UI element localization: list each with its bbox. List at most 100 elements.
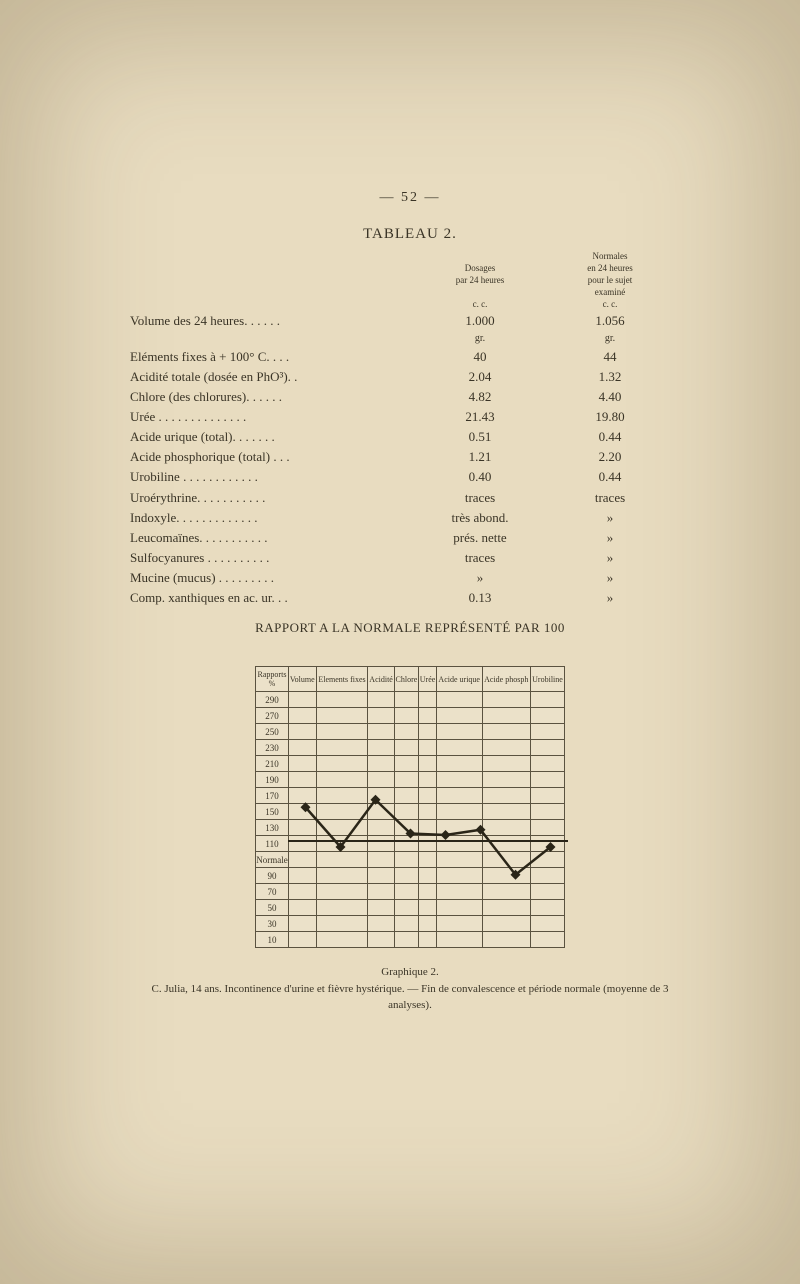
chart-cell: [316, 740, 368, 756]
chart-cell: [394, 708, 418, 724]
chart-cell: [316, 900, 368, 916]
chart-cell: [482, 708, 530, 724]
chart-cell: [419, 692, 437, 708]
chart-cell: [368, 820, 394, 836]
table-row: Chlore (des chlorures). . . . . .4.824.4…: [130, 387, 690, 407]
chart-cell: [394, 868, 418, 884]
footer-caption: Graphique 2.: [130, 966, 690, 978]
chart-cell: [482, 820, 530, 836]
row-value-1: 0.40: [415, 467, 545, 487]
chart-cell: [530, 884, 564, 900]
chart-cell: [436, 772, 482, 788]
chart-cell: [289, 740, 317, 756]
chart-cell: [316, 852, 368, 868]
chart-cell: [419, 884, 437, 900]
chart-cell: [482, 868, 530, 884]
row-value-1: traces: [415, 488, 545, 508]
table-row: Uroérythrine. . . . . . . . . . .tracest…: [130, 488, 690, 508]
row-value-2: 0.44: [545, 427, 675, 447]
chart-cell: [482, 804, 530, 820]
chart-cell: [482, 724, 530, 740]
row-value-1: 4.82: [415, 387, 545, 407]
chart-column-header: Rapports %: [256, 667, 289, 692]
chart-cell: [289, 916, 317, 932]
row-label: Volume des 24 heures. . . . . .: [130, 311, 415, 331]
chart-cell: [530, 852, 564, 868]
chart-cell: [419, 724, 437, 740]
chart-cell: [316, 756, 368, 772]
chart-cell: [289, 756, 317, 772]
table-row: Comp. xanthiques en ac. ur. . .0.13»: [130, 588, 690, 608]
row-label: Urée . . . . . . . . . . . . . .: [130, 407, 415, 427]
chart-y-label: 110: [256, 836, 289, 852]
col-header-1: [415, 251, 545, 261]
chart-cell: [482, 836, 530, 852]
chart-cell: [482, 900, 530, 916]
chart-cell: [316, 932, 368, 948]
chart-column-header: Volume: [289, 667, 317, 692]
chart-cell: [530, 708, 564, 724]
row-label: Urobiline . . . . . . . . . . . .: [130, 467, 415, 487]
chart-cell: [316, 868, 368, 884]
chart-y-label: 210: [256, 756, 289, 772]
chart-grid: Rapports %VolumeElements fixesAciditéChl…: [255, 666, 565, 948]
chart-column-header: Elements fixes: [316, 667, 368, 692]
table-row: Urobiline . . . . . . . . . . . .0.400.4…: [130, 467, 690, 487]
chart-cell: [419, 804, 437, 820]
chart-cell: [419, 916, 437, 932]
chart-cell: [436, 868, 482, 884]
table-row: gr.gr.: [130, 331, 690, 347]
chart-cell: [436, 932, 482, 948]
rapport-text: RAPPORT A LA NORMALE REPRÉSENTÉ PAR 100: [130, 620, 690, 636]
chart-cell: [394, 756, 418, 772]
row-value-2: »: [545, 568, 675, 588]
chart-cell: [419, 836, 437, 852]
table-row: Mucine (mucus) . . . . . . . . .»»: [130, 568, 690, 588]
chart-cell: [419, 788, 437, 804]
chart-y-label: 90: [256, 868, 289, 884]
chart-cell: [482, 740, 530, 756]
chart-cell: [289, 884, 317, 900]
row-value-1: »: [415, 568, 545, 588]
chart-container: Rapports %VolumeElements fixesAciditéChl…: [255, 666, 565, 948]
row-value-1: 0.51: [415, 427, 545, 447]
chart-y-label: 30: [256, 916, 289, 932]
row-value-1: 1.000: [415, 311, 545, 331]
chart-cell: [419, 708, 437, 724]
chart-cell: [368, 916, 394, 932]
chart-column-header: Urobiline: [530, 667, 564, 692]
chart-cell: [530, 692, 564, 708]
chart-cell: [368, 740, 394, 756]
chart-cell: [368, 708, 394, 724]
chart-cell: [316, 788, 368, 804]
row-value-2: 1.32: [545, 367, 675, 387]
row-value-2: 4.40: [545, 387, 675, 407]
row-value-1: très abond.: [415, 508, 545, 528]
chart-cell: [394, 836, 418, 852]
chart-cell: [419, 900, 437, 916]
chart-cell: [289, 692, 317, 708]
chart-y-label: 130: [256, 820, 289, 836]
chart-cell: [482, 756, 530, 772]
chart-y-label: 250: [256, 724, 289, 740]
chart-cell: [368, 900, 394, 916]
chart-cell: [316, 836, 368, 852]
row-label: Leucomaïnes. . . . . . . . . . .: [130, 528, 415, 548]
chart-cell: [436, 756, 482, 772]
col-header-1-l1: Dosages: [415, 263, 545, 273]
chart-cell: [419, 740, 437, 756]
chart-cell: [394, 900, 418, 916]
chart-cell: [530, 740, 564, 756]
col-header-1-l3: c. c.: [415, 299, 545, 309]
chart-cell: [482, 692, 530, 708]
chart-cell: [419, 820, 437, 836]
row-value-2: 0.44: [545, 467, 675, 487]
col-header-2-l4: examiné: [545, 287, 675, 297]
chart-cell: [394, 852, 418, 868]
chart-cell: [394, 884, 418, 900]
chart-y-label: 70: [256, 884, 289, 900]
tableau-title: TABLEAU 2.: [130, 226, 690, 243]
chart-cell: [436, 916, 482, 932]
chart-cell: [394, 804, 418, 820]
chart-cell: [316, 772, 368, 788]
